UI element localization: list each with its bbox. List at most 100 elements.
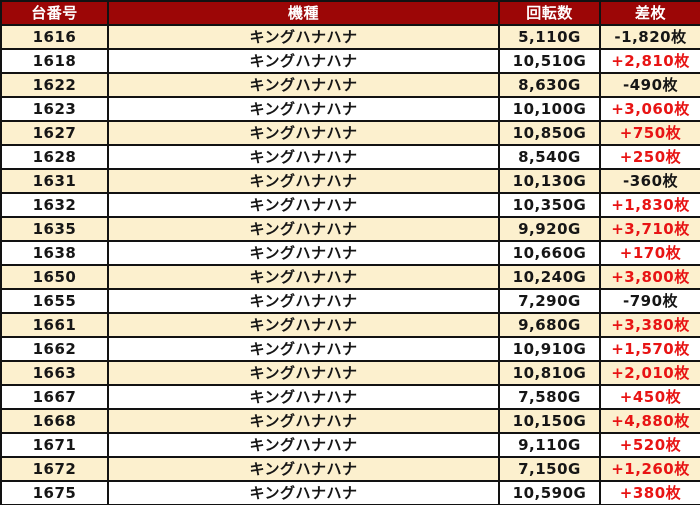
spins-cell: 8,540G (498, 144, 601, 170)
spins-cell: 9,680G (498, 312, 601, 338)
diff-cell: +2,010枚 (599, 360, 700, 386)
table-row: 1663 キングハナハナ 10,810G +2,010枚 (0, 360, 700, 386)
machine-number-cell: 1661 (0, 312, 109, 338)
table-row: 1635 キングハナハナ 9,920G +3,710枚 (0, 216, 700, 242)
table-row: 1618 キングハナハナ 10,510G +2,810枚 (0, 48, 700, 74)
column-header-machine-number: 台番号 (0, 0, 109, 26)
model-cell: キングハナハナ (107, 48, 500, 74)
machine-number-cell: 1672 (0, 456, 109, 482)
diff-cell: -360枚 (599, 168, 700, 194)
spins-cell: 10,660G (498, 240, 601, 266)
spins-cell: 8,630G (498, 72, 601, 98)
diff-cell: +1,570枚 (599, 336, 700, 362)
spins-cell: 10,350G (498, 192, 601, 218)
spins-cell: 7,580G (498, 384, 601, 410)
machine-number-cell: 1622 (0, 72, 109, 98)
spins-cell: 5,110G (498, 24, 601, 50)
diff-cell: +750枚 (599, 120, 700, 146)
model-cell: キングハナハナ (107, 480, 500, 505)
model-cell: キングハナハナ (107, 336, 500, 362)
spins-cell: 10,240G (498, 264, 601, 290)
machine-number-cell: 1650 (0, 264, 109, 290)
model-cell: キングハナハナ (107, 312, 500, 338)
machine-number-cell: 1675 (0, 480, 109, 505)
spins-cell: 10,150G (498, 408, 601, 434)
machine-number-cell: 1618 (0, 48, 109, 74)
model-cell: キングハナハナ (107, 120, 500, 146)
machine-number-cell: 1668 (0, 408, 109, 434)
table-row: 1631 キングハナハナ 10,130G -360枚 (0, 168, 700, 194)
table-row: 1623 キングハナハナ 10,100G +3,060枚 (0, 96, 700, 122)
table-row: 1622 キングハナハナ 8,630G -490枚 (0, 72, 700, 98)
spins-cell: 9,110G (498, 432, 601, 458)
spins-cell: 10,130G (498, 168, 601, 194)
spins-cell: 7,290G (498, 288, 601, 314)
machine-number-cell: 1632 (0, 192, 109, 218)
spins-cell: 9,920G (498, 216, 601, 242)
model-cell: キングハナハナ (107, 264, 500, 290)
spins-cell: 10,810G (498, 360, 601, 386)
spins-cell: 10,510G (498, 48, 601, 74)
table-row: 1627 キングハナハナ 10,850G +750枚 (0, 120, 700, 146)
table-row: 1671 キングハナハナ 9,110G +520枚 (0, 432, 700, 458)
table-row: 1668 キングハナハナ 10,150G +4,880枚 (0, 408, 700, 434)
machine-number-cell: 1671 (0, 432, 109, 458)
model-cell: キングハナハナ (107, 408, 500, 434)
diff-cell: +170枚 (599, 240, 700, 266)
table-row: 1628 キングハナハナ 8,540G +250枚 (0, 144, 700, 170)
model-cell: キングハナハナ (107, 288, 500, 314)
model-cell: キングハナハナ (107, 360, 500, 386)
spins-cell: 10,100G (498, 96, 601, 122)
diff-cell: +1,260枚 (599, 456, 700, 482)
table-row: 1632 キングハナハナ 10,350G +1,830枚 (0, 192, 700, 218)
model-cell: キングハナハナ (107, 216, 500, 242)
column-header-diff: 差枚 (599, 0, 700, 26)
machine-number-cell: 1662 (0, 336, 109, 362)
machine-number-cell: 1635 (0, 216, 109, 242)
machine-number-cell: 1628 (0, 144, 109, 170)
model-cell: キングハナハナ (107, 192, 500, 218)
diff-cell: +380枚 (599, 480, 700, 505)
machine-number-cell: 1616 (0, 24, 109, 50)
model-cell: キングハナハナ (107, 384, 500, 410)
machine-number-cell: 1638 (0, 240, 109, 266)
machine-number-cell: 1667 (0, 384, 109, 410)
diff-cell: -490枚 (599, 72, 700, 98)
spins-cell: 10,910G (498, 336, 601, 362)
table-row: 1638 キングハナハナ 10,660G +170枚 (0, 240, 700, 266)
spins-cell: 7,150G (498, 456, 601, 482)
column-header-spins: 回転数 (498, 0, 601, 26)
model-cell: キングハナハナ (107, 168, 500, 194)
model-cell: キングハナハナ (107, 456, 500, 482)
diff-cell: +250枚 (599, 144, 700, 170)
model-cell: キングハナハナ (107, 24, 500, 50)
diff-cell: +4,880枚 (599, 408, 700, 434)
model-cell: キングハナハナ (107, 72, 500, 98)
table-row: 1662 キングハナハナ 10,910G +1,570枚 (0, 336, 700, 362)
machine-number-cell: 1655 (0, 288, 109, 314)
diff-cell: +450枚 (599, 384, 700, 410)
model-cell: キングハナハナ (107, 96, 500, 122)
model-cell: キングハナハナ (107, 432, 500, 458)
table-row: 1675 キングハナハナ 10,590G +380枚 (0, 480, 700, 505)
table-row: 1661 キングハナハナ 9,680G +3,380枚 (0, 312, 700, 338)
diff-cell: -1,820枚 (599, 24, 700, 50)
model-cell: キングハナハナ (107, 240, 500, 266)
machine-number-cell: 1663 (0, 360, 109, 386)
model-cell: キングハナハナ (107, 144, 500, 170)
machine-number-cell: 1627 (0, 120, 109, 146)
table-row: 1672 キングハナハナ 7,150G +1,260枚 (0, 456, 700, 482)
table-row: 1655 キングハナハナ 7,290G -790枚 (0, 288, 700, 314)
diff-cell: +2,810枚 (599, 48, 700, 74)
table-row: 1667 キングハナハナ 7,580G +450枚 (0, 384, 700, 410)
table-row: 1650 キングハナハナ 10,240G +3,800枚 (0, 264, 700, 290)
diff-cell: +3,800枚 (599, 264, 700, 290)
diff-cell: +3,060枚 (599, 96, 700, 122)
diff-cell: -790枚 (599, 288, 700, 314)
table-body: 1616 キングハナハナ 5,110G -1,820枚 1618 キングハナハナ 10,51… (0, 24, 700, 505)
header-row: 台番号 機種 回転数 差枚 (0, 0, 700, 26)
diff-cell: +520枚 (599, 432, 700, 458)
machine-number-cell: 1631 (0, 168, 109, 194)
